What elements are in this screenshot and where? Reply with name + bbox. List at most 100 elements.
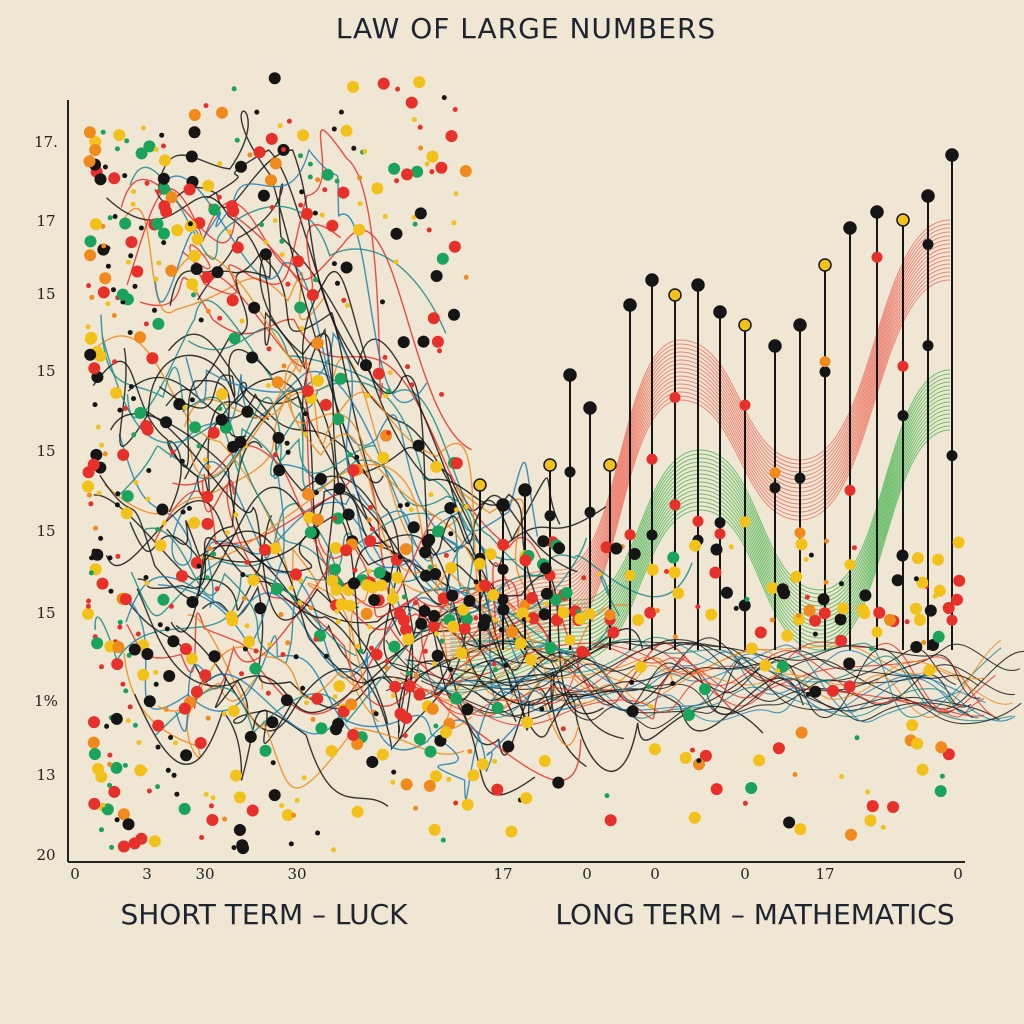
dot [809, 614, 822, 627]
stem-dot [844, 484, 856, 496]
dot [792, 772, 798, 777]
dot [491, 661, 497, 667]
dot [294, 797, 300, 803]
dot [115, 491, 121, 497]
stem-dot [564, 634, 576, 646]
dot [426, 227, 432, 233]
dot [353, 223, 366, 236]
dot [163, 670, 176, 682]
dot [203, 791, 209, 797]
dot [208, 203, 221, 216]
dot [329, 563, 341, 576]
dot [366, 517, 372, 523]
dot [407, 521, 420, 534]
dot [272, 218, 278, 223]
dot [557, 606, 570, 619]
dot [360, 607, 373, 620]
dot [417, 124, 423, 130]
dot [310, 716, 316, 722]
stem-dot [896, 213, 910, 227]
dot [347, 728, 360, 741]
dot [279, 252, 285, 258]
dot [144, 580, 150, 586]
dot [180, 643, 192, 655]
dot [869, 646, 874, 652]
dot [315, 722, 328, 735]
dot [544, 601, 550, 607]
dot [422, 648, 428, 654]
dot [99, 442, 105, 448]
walk-line [101, 336, 376, 480]
dot [389, 680, 402, 693]
dot [952, 536, 965, 549]
dot [297, 600, 303, 606]
dot [326, 219, 339, 232]
dot [110, 761, 123, 774]
walk-line [126, 299, 516, 561]
dot [127, 704, 133, 710]
dot [803, 604, 816, 617]
dot [604, 814, 617, 827]
dot [444, 502, 457, 514]
dot [368, 594, 381, 606]
dot [824, 538, 829, 544]
dot [304, 700, 309, 706]
stem-dot [739, 399, 751, 411]
dot [254, 602, 267, 615]
dot [267, 642, 273, 648]
dot [906, 719, 919, 732]
dot [904, 619, 910, 625]
dot [585, 651, 591, 657]
dot [202, 179, 215, 192]
dot [491, 701, 504, 714]
stem-dot [497, 594, 509, 606]
dot [237, 842, 249, 855]
dot [228, 332, 241, 345]
dot [335, 598, 348, 611]
dot [259, 248, 272, 261]
dot [426, 150, 439, 163]
dot [342, 508, 355, 521]
dot [285, 281, 291, 287]
dot [431, 661, 437, 667]
dot [473, 615, 479, 621]
dot [581, 575, 587, 581]
dot [437, 348, 442, 354]
stem-dot [871, 251, 883, 263]
dot [301, 775, 307, 781]
dot [809, 685, 822, 698]
dot [397, 614, 410, 627]
dot [131, 432, 137, 438]
stem-dot [819, 356, 831, 368]
dot [269, 205, 275, 210]
dot [352, 567, 358, 573]
dot [112, 214, 118, 219]
dot [440, 726, 452, 739]
dot [140, 125, 146, 131]
green-band-line [449, 429, 951, 691]
stem-dot [583, 401, 597, 415]
dot [728, 544, 734, 550]
dot [358, 648, 364, 654]
dot [837, 602, 849, 615]
dot [110, 387, 123, 399]
dot [604, 793, 610, 799]
dot [451, 220, 457, 226]
dot [942, 748, 955, 761]
walk-line [145, 410, 536, 796]
dot [171, 772, 177, 778]
dot [454, 507, 459, 513]
dot [428, 609, 441, 622]
stem-dot [768, 339, 782, 353]
dot [670, 681, 676, 686]
dot [170, 449, 176, 455]
dot [154, 539, 167, 552]
dot [458, 622, 471, 635]
dot [145, 496, 151, 502]
dot [446, 776, 452, 782]
dot [108, 172, 121, 185]
dot [136, 740, 142, 746]
dot [538, 608, 551, 621]
walk-line [400, 641, 985, 718]
